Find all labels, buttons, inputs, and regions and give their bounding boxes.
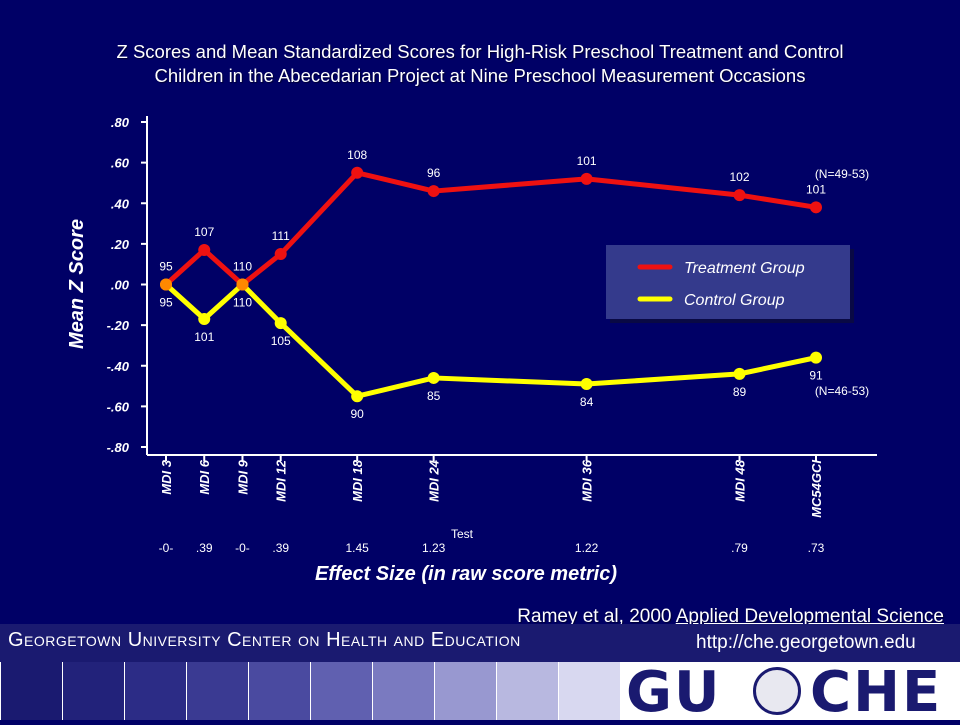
data-point xyxy=(160,278,172,291)
stripe xyxy=(310,662,372,720)
citation-authors: Ramey et al, 2000 xyxy=(517,606,672,627)
legend-label: Treatment Group xyxy=(684,260,805,277)
x-tick-label: MC54GCI xyxy=(809,460,824,518)
data-point xyxy=(580,172,593,185)
effect-size-label: .79 xyxy=(731,541,748,555)
y-tick-label: .80 xyxy=(111,115,130,130)
x-tick-label: MDI 36 xyxy=(580,459,595,502)
data-label: 101 xyxy=(577,154,597,168)
data-label: 107 xyxy=(194,225,214,239)
effect-size-label: 1.45 xyxy=(345,541,369,555)
logo-text-gu: GU xyxy=(626,660,722,725)
effect-size-label: 1.22 xyxy=(575,541,599,555)
citation-journal-link[interactable]: Applied Developmental Science xyxy=(675,606,944,627)
legend-label: Control Group xyxy=(684,292,785,309)
data-point xyxy=(198,243,211,256)
x-tick-label: MDI 6 xyxy=(197,459,212,494)
y-tick-label: .00 xyxy=(111,278,130,293)
data-point xyxy=(580,378,593,391)
line-chart: .80 .60 .40 .20 .00 -.20 -.40 -.60 -.80 Mean Z Sc… xyxy=(66,115,877,585)
data-label: 108 xyxy=(347,148,367,162)
y-tick-label: -.20 xyxy=(107,318,130,333)
sample-size-note: (N=46-53) xyxy=(815,384,869,398)
university-seal-icon xyxy=(753,667,801,715)
data-point xyxy=(351,390,364,403)
data-label: 95 xyxy=(159,260,173,274)
footer-bar: Georgetown University Center on Health a… xyxy=(0,624,960,662)
data-label: 91 xyxy=(809,369,823,383)
x-tick-label: MDI 12 xyxy=(274,459,289,502)
x-tick-label: MDI 18 xyxy=(350,459,365,502)
legend-box xyxy=(606,245,850,319)
x-axis-title: Test xyxy=(451,527,474,541)
stripe xyxy=(372,662,434,720)
y-tick-label: .20 xyxy=(111,237,130,252)
stripe xyxy=(248,662,310,720)
data-label: 96 xyxy=(427,166,441,180)
stripe xyxy=(62,662,124,720)
chart-title: Z Scores and Mean Standardized Scores fo… xyxy=(0,40,960,88)
y-tick-label: -.60 xyxy=(107,399,130,414)
data-label: 111 xyxy=(272,229,291,243)
data-label: 101 xyxy=(806,182,826,196)
effect-size-label: -0- xyxy=(235,541,250,555)
y-tick-label: .60 xyxy=(111,156,130,171)
stripe xyxy=(186,662,248,720)
data-label: 102 xyxy=(730,170,750,184)
y-axis-title: Mean Z Score xyxy=(66,219,88,349)
y-tick-label: -.40 xyxy=(107,359,130,374)
data-point xyxy=(427,185,440,198)
effect-size-axis-title: Effect Size (in raw score metric) xyxy=(315,563,617,585)
sample-size-note: (N=49-53) xyxy=(815,167,869,181)
stripe xyxy=(496,662,558,720)
data-label: 110 xyxy=(233,296,252,310)
x-tick-label: MDI 9 xyxy=(235,459,250,494)
data-point xyxy=(427,371,440,384)
data-point xyxy=(236,278,249,291)
effect-size-label: .39 xyxy=(272,541,289,555)
stripe xyxy=(558,662,620,720)
effect-size-label: .73 xyxy=(808,541,825,555)
footer-institution-name: Georgetown University Center on Health a… xyxy=(8,629,521,651)
x-tick-label: MDI 24 xyxy=(427,459,442,502)
data-point xyxy=(733,189,746,202)
stripe xyxy=(0,662,62,720)
stripe xyxy=(124,662,186,720)
footer-banner: Georgetown University Center on Health a… xyxy=(0,624,960,725)
data-label: 90 xyxy=(350,407,364,421)
stripe xyxy=(434,662,496,720)
data-label: 85 xyxy=(427,389,441,403)
title-line-2: Children in the Abecedarian Project at N… xyxy=(154,65,806,86)
data-label: 105 xyxy=(271,334,291,348)
x-tick-label: MDI 3 xyxy=(159,459,174,494)
data-label: 110 xyxy=(233,260,252,274)
x-tick-label: MDI 48 xyxy=(733,459,748,502)
title-line-1: Z Scores and Mean Standardized Scores fo… xyxy=(116,41,844,62)
data-point xyxy=(274,248,287,261)
effect-size-label: -0- xyxy=(159,541,174,555)
data-point xyxy=(274,317,287,330)
effect-size-label: .39 xyxy=(196,541,213,555)
effect-size-label: 1.23 xyxy=(422,541,446,555)
data-point xyxy=(810,351,822,364)
control-series: 95 101 110 105 90 85 84 89 91(N=46-53) xyxy=(159,278,869,421)
data-label: 95 xyxy=(159,296,173,310)
legend: Treatment Group Control Group xyxy=(606,245,854,323)
footer-url-link[interactable]: http://che.georgetown.edu xyxy=(696,632,916,653)
data-point xyxy=(810,201,822,214)
footer-color-stripes xyxy=(0,662,620,720)
data-label: 84 xyxy=(580,395,594,409)
data-point xyxy=(733,367,746,380)
data-point xyxy=(198,313,211,326)
y-tick-label: .40 xyxy=(111,196,130,211)
data-label: 101 xyxy=(194,330,214,344)
data-label: 89 xyxy=(733,385,747,399)
guche-logo: GU CHE xyxy=(620,660,960,725)
citation: Ramey et al, 2000 Applied Developmental … xyxy=(517,606,944,628)
logo-text-che: CHE xyxy=(810,660,943,725)
data-point xyxy=(351,166,364,179)
y-tick-label: -.80 xyxy=(107,440,130,455)
